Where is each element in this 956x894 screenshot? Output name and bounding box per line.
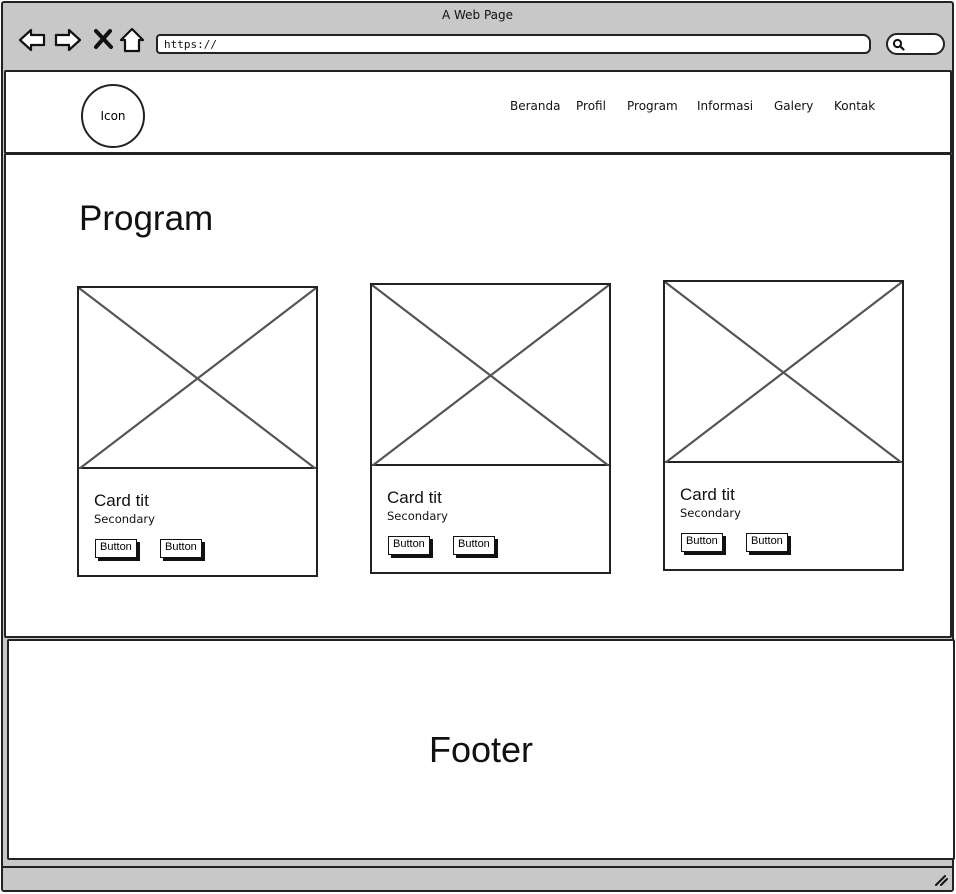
card-title: Card tit <box>680 485 735 504</box>
back-button[interactable] <box>17 25 47 55</box>
image-placeholder-icon <box>372 285 609 466</box>
card-subtitle: Secondary <box>680 506 741 520</box>
card-button-secondary[interactable]: Button <box>453 536 495 555</box>
window-title: A Web Page <box>441 8 514 22</box>
nav-link-program[interactable]: Program <box>627 99 678 113</box>
nav-link-informasi[interactable]: Informasi <box>697 99 754 113</box>
main-content: Program Card tit Secondary Button Button… <box>4 153 952 638</box>
card-subtitle: Secondary <box>387 509 448 523</box>
resize-grip-icon[interactable] <box>934 872 948 886</box>
card-subtitle: Secondary <box>94 512 155 526</box>
logo-label: Icon <box>100 109 126 123</box>
card-image-placeholder <box>372 285 609 466</box>
stop-button[interactable] <box>89 25 119 55</box>
image-placeholder-icon <box>79 288 316 469</box>
footer-label: Footer <box>428 729 534 770</box>
site-header: Icon Beranda Profil Program Informasi Ga… <box>4 70 952 154</box>
forward-button[interactable] <box>53 25 83 55</box>
program-card: Card tit Secondary Button Button <box>370 283 611 574</box>
nav-link-galery[interactable]: Galery <box>774 99 814 113</box>
program-card: Card tit Secondary Button Button <box>663 280 904 571</box>
card-title: Card tit <box>387 488 442 507</box>
arrow-right-icon <box>54 28 82 52</box>
logo-placeholder[interactable]: Icon <box>81 84 145 148</box>
card-button-primary[interactable]: Button <box>388 536 430 555</box>
card-button-primary[interactable]: Button <box>95 539 137 558</box>
image-placeholder-icon <box>665 282 902 463</box>
address-bar[interactable]: https:// <box>156 34 871 54</box>
home-icon <box>119 27 145 53</box>
home-button[interactable] <box>117 25 147 55</box>
nav-link-kontak[interactable]: Kontak <box>834 99 876 113</box>
card-image-placeholder <box>665 282 902 463</box>
address-bar-url: https:// <box>164 38 217 51</box>
card-button-secondary[interactable]: Button <box>160 539 202 558</box>
card-title: Card tit <box>94 491 149 510</box>
nav-link-profil[interactable]: Profil <box>576 99 606 113</box>
close-icon <box>94 29 113 49</box>
search-icon <box>892 38 905 51</box>
card-button-secondary[interactable]: Button <box>746 533 788 552</box>
card-button-primary[interactable]: Button <box>681 533 723 552</box>
site-footer: Footer <box>7 639 955 860</box>
arrow-left-icon <box>18 28 46 52</box>
status-bar <box>3 866 952 890</box>
search-box[interactable] <box>886 33 945 55</box>
page-title: Program <box>79 199 214 238</box>
card-image-placeholder <box>79 288 316 469</box>
program-card: Card tit Secondary Button Button <box>77 286 318 577</box>
nav-link-beranda[interactable]: Beranda <box>510 99 561 113</box>
